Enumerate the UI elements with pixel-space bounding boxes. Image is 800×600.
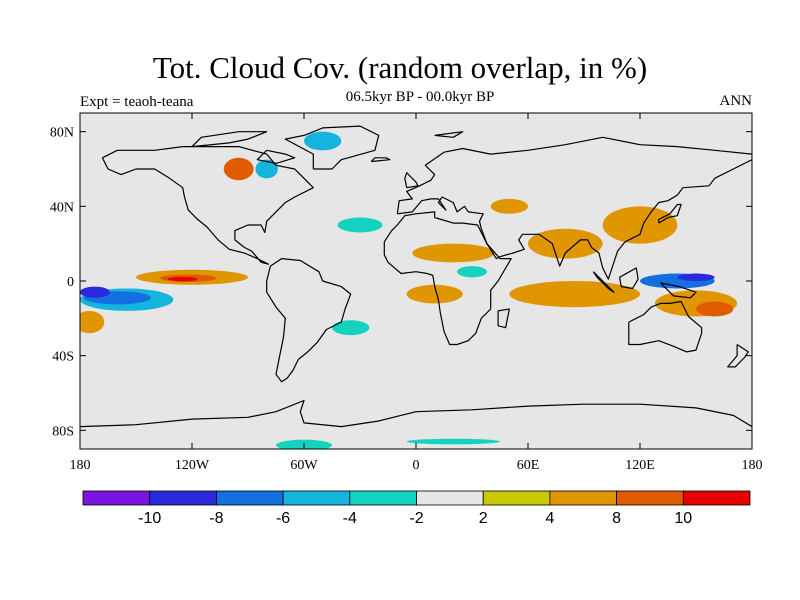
x-tick-label-0: 180 [70,458,91,473]
coastline-4 [397,159,752,280]
y-tick-label-4: 80S [52,424,74,439]
colorbar-label-6: 4 [545,510,554,527]
anomaly-region-26 [406,438,501,445]
coastline-11 [658,203,682,224]
coastline-10 [592,271,615,293]
season-label: ANN [719,93,753,109]
chart-subtitle: 06.5kyr BP - 00.0kyr BP [345,89,495,105]
coastline-1 [284,125,380,170]
anomaly-region-2 [80,286,110,298]
coastline-17 [434,131,464,138]
anomaly-region-23 [602,206,678,244]
colorbar-label-7: 8 [612,510,621,527]
colorbar-label-2: -6 [276,510,290,527]
coastline-15 [191,131,268,148]
colorbar-swatch-4 [349,490,417,506]
colorbar-label-3: -4 [343,510,357,527]
x-tick-label-6: 180 [742,458,763,473]
coastline-14 [80,399,752,428]
map-axes: 180 120W 60W 0 60E 120E 180 80N 40N 0 40S 80S [50,113,763,473]
anomaly-layer [80,131,738,449]
colorbar-swatch-6 [482,490,551,506]
anomaly-region-11 [332,320,370,336]
anomaly-region-16 [528,228,603,259]
anomaly-region-8 [255,159,278,179]
anomaly-region-15 [457,266,487,278]
anomaly-region-13 [416,250,472,260]
colorbar-swatch-0 [82,490,151,506]
colorbar-label-0: -10 [138,510,161,527]
anomaly-region-9 [304,131,342,151]
coastline-3 [396,136,752,214]
anomaly-region-7 [223,157,254,181]
colorbar: -10 -8 -6 -4 -2 2 4 8 10 [82,490,751,527]
colorbar-swatch-1 [149,490,217,506]
coastline-2 [266,258,352,383]
coastline-6 [497,308,510,329]
chart-title: Tot. Cloud Cov. (random overlap, in %) [152,50,648,85]
coastline-9 [618,267,639,290]
coastline-7 [628,300,703,353]
anomaly-region-14 [406,284,463,304]
colorbar-swatch-9 [682,490,751,506]
coastline-16 [256,149,296,164]
x-tick-label-1: 120W [175,458,210,473]
anomaly-region-18 [550,286,618,302]
anomaly-region-3 [80,310,105,334]
y-tick-label-1: 40N [50,200,74,215]
coastline-13 [727,343,749,368]
x-tick-label-5: 120E [625,458,655,473]
coastline-18 [370,157,391,163]
colorbar-label-5: 2 [479,510,488,527]
anomaly-region-10 [337,217,383,233]
coastline-5 [383,211,512,346]
x-tick-label-3: 0 [413,458,420,473]
coastlines [80,125,752,428]
coastline-12 [404,172,419,189]
x-tick-label-2: 60W [290,458,318,473]
anomaly-region-6 [167,276,198,282]
colorbar-swatch-3 [282,490,351,506]
y-tick-label-2: 0 [67,275,74,290]
anomaly-region-20 [677,273,715,281]
anomaly-region-22 [696,301,734,317]
coastline-8 [660,282,697,299]
y-tick-label-3: 40S [52,350,74,365]
anomaly-region-24 [490,198,528,214]
colorbar-swatch-7 [549,490,618,506]
experiment-label: Expt = teaoh-teana [80,94,194,110]
colorbar-swatch-5 [416,490,484,506]
colorbar-label-4: -2 [409,510,423,527]
colorbar-swatch-2 [215,490,284,506]
colorbar-label-8: 10 [674,510,692,527]
y-tick-label-0: 80N [50,126,74,141]
x-tick-label-4: 60E [517,458,540,473]
coastline-0 [101,146,314,265]
colorbar-swatch-8 [616,490,684,506]
colorbar-label-1: -8 [209,510,223,527]
